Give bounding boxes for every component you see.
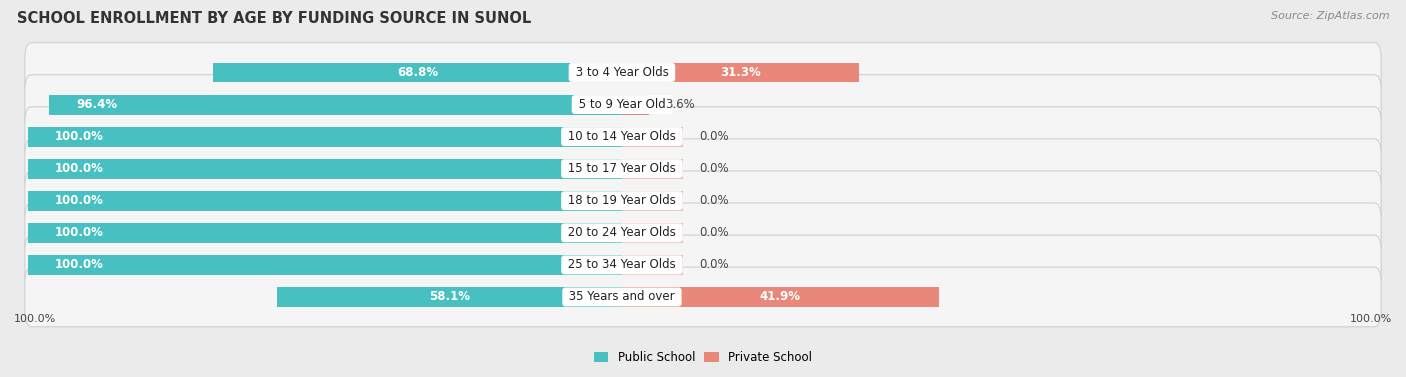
Bar: [28, 159, 621, 179]
Text: 20 to 24 Year Olds: 20 to 24 Year Olds: [564, 226, 679, 239]
Text: 0.0%: 0.0%: [699, 226, 728, 239]
Bar: [621, 63, 859, 83]
FancyBboxPatch shape: [25, 171, 1381, 231]
FancyBboxPatch shape: [25, 75, 1381, 134]
Text: 15 to 17 Year Olds: 15 to 17 Year Olds: [564, 162, 679, 175]
Bar: [28, 223, 621, 243]
Bar: [214, 63, 621, 83]
Bar: [621, 95, 650, 115]
Text: 0.0%: 0.0%: [699, 162, 728, 175]
Text: 100.0%: 100.0%: [55, 258, 104, 271]
Text: 5 to 9 Year Old: 5 to 9 Year Old: [575, 98, 669, 111]
FancyBboxPatch shape: [25, 43, 1381, 102]
Bar: [621, 127, 683, 147]
Text: 0.0%: 0.0%: [699, 194, 728, 207]
FancyBboxPatch shape: [25, 235, 1381, 295]
Text: 41.9%: 41.9%: [759, 290, 801, 303]
Text: 58.1%: 58.1%: [429, 290, 470, 303]
Text: 100.0%: 100.0%: [1350, 314, 1392, 324]
Legend: Public School, Private School: Public School, Private School: [589, 346, 817, 369]
Text: 100.0%: 100.0%: [55, 226, 104, 239]
Bar: [28, 191, 621, 211]
Text: 3.6%: 3.6%: [665, 98, 695, 111]
Bar: [621, 159, 683, 179]
FancyBboxPatch shape: [25, 203, 1381, 263]
Text: 100.0%: 100.0%: [55, 130, 104, 143]
Bar: [621, 255, 683, 275]
Text: 35 Years and over: 35 Years and over: [565, 290, 679, 303]
Bar: [49, 95, 621, 115]
Text: 25 to 34 Year Olds: 25 to 34 Year Olds: [564, 258, 679, 271]
Text: 0.0%: 0.0%: [699, 258, 728, 271]
Text: 100.0%: 100.0%: [55, 194, 104, 207]
Text: 68.8%: 68.8%: [396, 66, 439, 79]
Bar: [28, 255, 621, 275]
Text: Source: ZipAtlas.com: Source: ZipAtlas.com: [1271, 11, 1389, 21]
Bar: [621, 191, 683, 211]
Text: 96.4%: 96.4%: [76, 98, 117, 111]
Bar: [28, 127, 621, 147]
FancyBboxPatch shape: [25, 267, 1381, 327]
Text: SCHOOL ENROLLMENT BY AGE BY FUNDING SOURCE IN SUNOL: SCHOOL ENROLLMENT BY AGE BY FUNDING SOUR…: [17, 11, 531, 26]
FancyBboxPatch shape: [25, 107, 1381, 167]
Text: 10 to 14 Year Olds: 10 to 14 Year Olds: [564, 130, 679, 143]
Bar: [621, 223, 683, 243]
Bar: [277, 287, 621, 307]
Bar: [621, 287, 939, 307]
Text: 18 to 19 Year Olds: 18 to 19 Year Olds: [564, 194, 679, 207]
FancyBboxPatch shape: [25, 139, 1381, 199]
Text: 3 to 4 Year Olds: 3 to 4 Year Olds: [572, 66, 672, 79]
Text: 0.0%: 0.0%: [699, 130, 728, 143]
Text: 31.3%: 31.3%: [720, 66, 761, 79]
Text: 100.0%: 100.0%: [55, 162, 104, 175]
Text: 100.0%: 100.0%: [14, 314, 56, 324]
